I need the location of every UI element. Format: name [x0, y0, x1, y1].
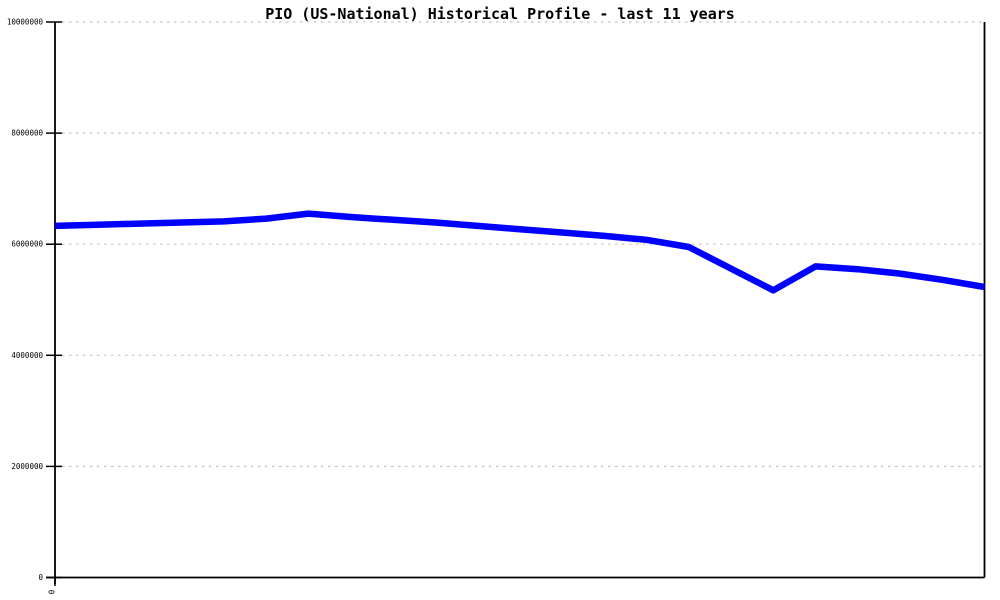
x-tick-label: 0 — [47, 590, 56, 595]
chart-title: PIO (US-National) Historical Profile - l… — [265, 5, 735, 23]
y-tick-label: 8000000 — [11, 129, 43, 138]
data-line — [54, 210, 986, 294]
y-tick-label: 0 — [38, 573, 43, 582]
y-tick-label: 10000000 — [7, 18, 44, 27]
y-tick-label: 4000000 — [11, 351, 43, 360]
y-tick-label: 2000000 — [11, 462, 43, 471]
y-tick-label: 6000000 — [11, 240, 43, 249]
